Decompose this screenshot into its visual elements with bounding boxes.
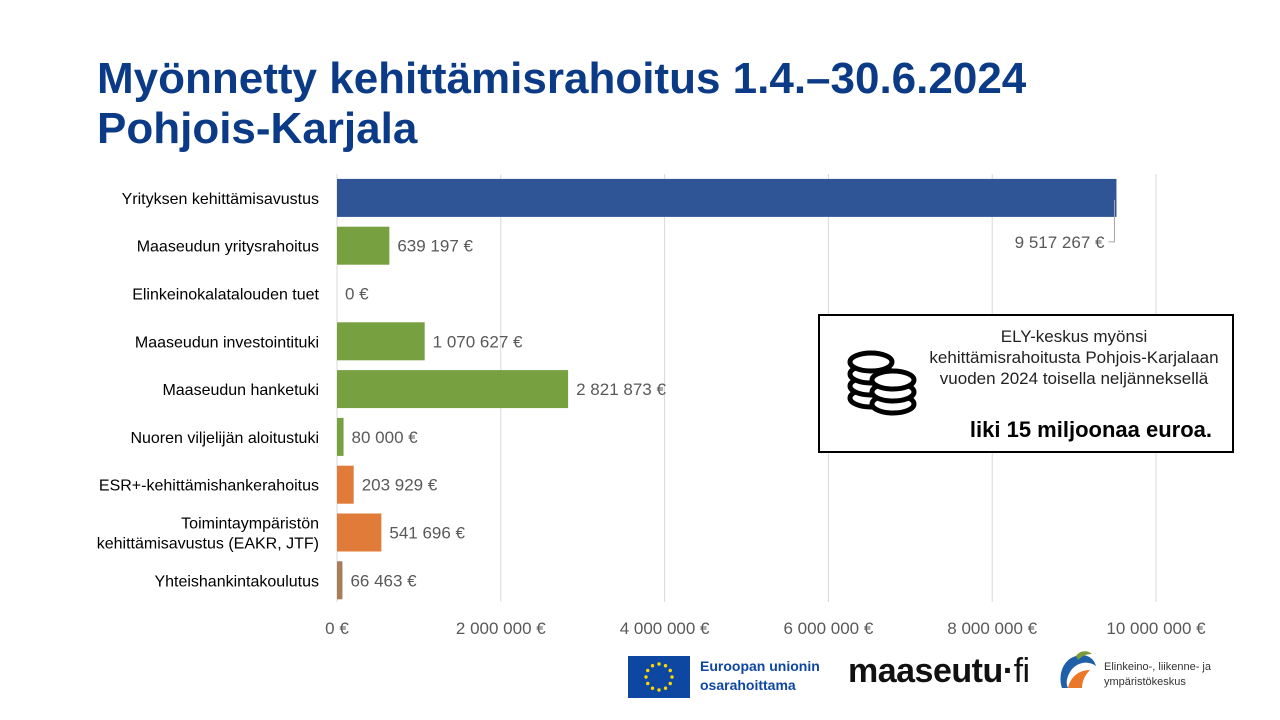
ely-logo-icon [1060, 651, 1096, 688]
info-highlight: liki 15 miljoonaa euroa. [969, 417, 1212, 442]
eu-star [668, 681, 672, 686]
category-label: Nuoren viljelijän aloitustuki [130, 430, 319, 447]
value-label-leader [1108, 199, 1115, 243]
x-tick-label: 10 000 000 € [1106, 619, 1206, 638]
ely-logo-text: Elinkeino-, liikenne- ja ympäristökeskus [1104, 660, 1211, 690]
eu-cofunding-text: Euroopan unionin osarahoittama [700, 657, 820, 695]
maaseutu-logo-dot: · [1002, 652, 1014, 690]
value-label: 203 929 € [362, 476, 438, 495]
eu-star [657, 662, 661, 666]
bar [337, 322, 425, 361]
x-tick-label: 6 000 000 € [783, 619, 873, 638]
category-label: Yhteishankintakoulutus [154, 573, 319, 590]
category-label: Yrityksen kehittämisavustus [122, 191, 319, 208]
eu-star [670, 675, 674, 679]
eu-star [650, 686, 655, 690]
eu-text-line-1: Euroopan unionin [700, 658, 820, 674]
value-label: 541 696 € [389, 524, 465, 543]
bar [337, 370, 569, 409]
eu-star [646, 668, 650, 673]
maaseutu-logo: maaseutu·fi [848, 652, 1030, 691]
eu-star [668, 668, 672, 673]
eu-star [646, 681, 650, 686]
value-label: 66 463 € [350, 571, 417, 590]
eu-star [663, 664, 668, 668]
x-tick-label: 8 000 000 € [947, 619, 1037, 638]
eu-star [663, 686, 668, 690]
ely-text-line-1: Elinkeino-, liikenne- ja [1104, 661, 1211, 673]
info-text: ELY-keskus myönsi kehittämisrahoitusta P… [929, 327, 1219, 388]
eu-flag-icon [628, 656, 690, 698]
value-label: 2 821 873 € [576, 380, 666, 399]
category-label: ESR+-kehittämishankerahoitus [99, 478, 319, 495]
title-line-1: Myönnetty kehittämisrahoitus 1.4.–30.6.2… [97, 54, 1027, 103]
bar [337, 226, 390, 265]
value-label: 0 € [345, 285, 369, 304]
x-tick-label: 4 000 000 € [620, 619, 710, 638]
eu-star [644, 675, 648, 679]
value-label: 80 000 € [352, 428, 419, 447]
eu-star [650, 664, 655, 668]
ely-text-line-2: ympäristökeskus [1104, 676, 1186, 688]
maaseutu-logo-fi: fi [1013, 652, 1031, 690]
category-label: Maaseudun yritysrahoitus [137, 239, 319, 256]
value-label: 1 070 627 € [433, 332, 523, 351]
category-label: Maaseudun investointituki [135, 334, 319, 351]
eu-star [657, 688, 661, 692]
x-tick-label: 2 000 000 € [456, 619, 546, 638]
logo-bar: Euroopan unionin osarahoittama maaseutu·… [626, 648, 1226, 708]
page-title: Myönnetty kehittämisrahoitus 1.4.–30.6.2… [97, 54, 1026, 154]
coins-icon [847, 350, 917, 416]
category-label: Elinkeinokalatalouden tuet [132, 287, 319, 304]
eu-text-line-2: osarahoittama [700, 677, 796, 693]
bar [337, 561, 343, 600]
category-label: Toimintaympäristön kehittämisavustus (EAK… [97, 516, 319, 553]
bar [337, 513, 382, 552]
title-line-2: Pohjois-Karjala [97, 104, 418, 153]
x-tick-label: 0 € [325, 619, 349, 638]
info-box: ELY-keskus myönsi kehittämisrahoitusta P… [818, 314, 1234, 453]
category-label: Maaseudun hanketuki [162, 382, 319, 399]
bar [337, 417, 344, 456]
value-label: 9 517 267 € [1015, 233, 1105, 252]
value-label: 639 197 € [397, 237, 473, 256]
maaseutu-logo-main: maaseutu [848, 652, 1003, 690]
bar [337, 178, 1117, 217]
bar [337, 465, 354, 504]
